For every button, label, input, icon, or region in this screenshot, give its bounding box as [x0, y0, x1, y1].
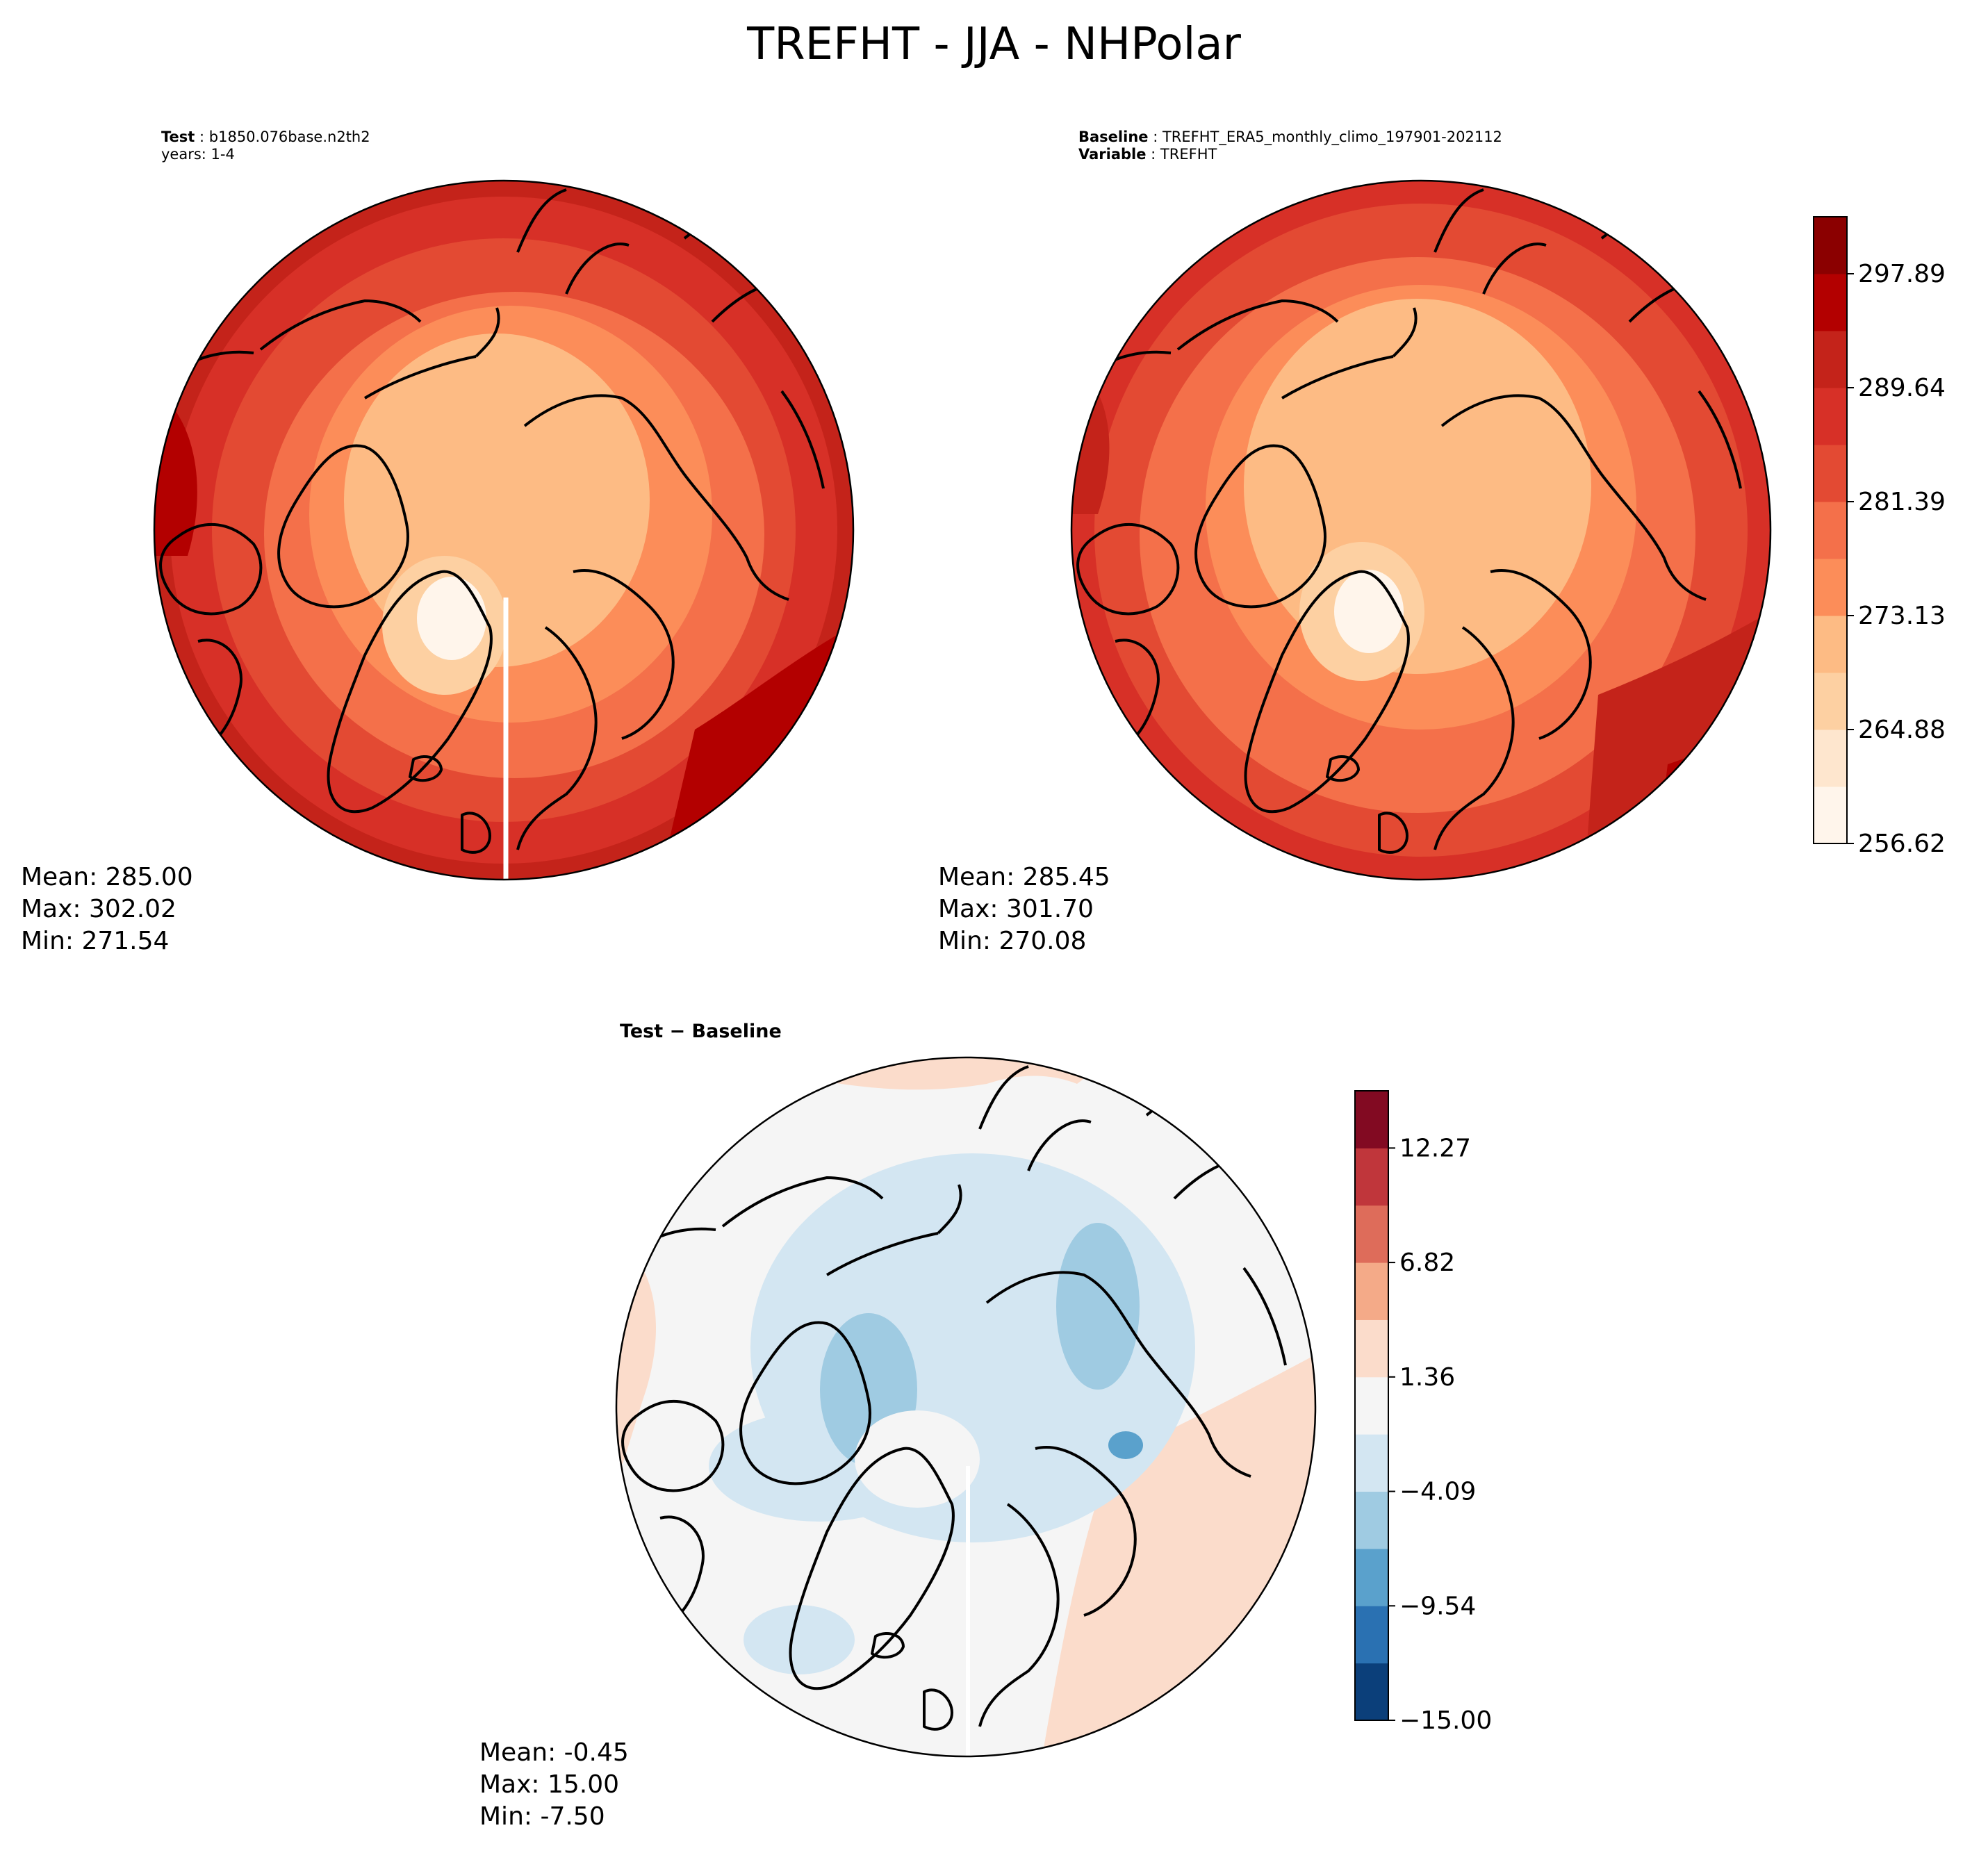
test-stats: Mean: 285.00 Max: 302.02 Min: 271.54 — [21, 862, 193, 957]
difference-colorbar-swatch — [1355, 1376, 1388, 1435]
difference-colorbar-tick-label: −4.09 — [1399, 1478, 1476, 1506]
test-mean: Mean: 285.00 — [21, 863, 193, 891]
difference-max: Max: 15.00 — [479, 1770, 620, 1799]
difference-colorbar-swatch — [1355, 1491, 1388, 1549]
test-map — [153, 179, 855, 881]
baseline-case-name: TREFHT_ERA5_monthly_climo_197901-202112 — [1162, 129, 1502, 145]
baseline-colorbar: 297.89 289.64 281.39 273.13 264.88 256.62 — [1813, 216, 1946, 858]
baseline-colorbar-tick-label: 256.62 — [1858, 830, 1946, 858]
difference-panel-header: Test − Baseline — [620, 1021, 782, 1042]
difference-colorbar-tick-label: −9.54 — [1399, 1592, 1476, 1620]
baseline-colorbar-swatch — [1814, 502, 1847, 559]
test-years: years: 1-4 — [161, 146, 235, 163]
baseline-colorbar-swatch — [1814, 331, 1847, 388]
test-max: Max: 302.02 — [21, 895, 176, 923]
baseline-colorbar-swatch — [1814, 388, 1847, 445]
baseline-stats: Mean: 285.45 Max: 301.70 Min: 270.08 — [938, 862, 1110, 957]
baseline-max: Max: 301.70 — [938, 895, 1094, 923]
test-case-name: b1850.076base.n2th2 — [208, 129, 370, 145]
variable-label-key: Variable — [1078, 146, 1147, 163]
difference-colorbar-tick-label: 12.27 — [1399, 1134, 1471, 1162]
baseline-colorbar-swatch — [1814, 274, 1847, 331]
test-min: Min: 271.54 — [21, 927, 170, 955]
baseline-colorbar-tick-label: 297.89 — [1858, 260, 1946, 288]
baseline-colorbar-tick-label: 289.64 — [1858, 374, 1946, 402]
baseline-colorbar-tick-label: 264.88 — [1858, 716, 1946, 744]
difference-colorbar: 12.27 6.82 1.36 −4.09 −9.54 −15.00 — [1354, 1090, 1492, 1735]
baseline-colorbar-swatch — [1814, 616, 1847, 673]
difference-colorbar-swatch — [1355, 1606, 1388, 1664]
difference-colorbar-swatch — [1355, 1548, 1388, 1606]
baseline-colorbar-swatch — [1814, 445, 1847, 502]
baseline-map — [1070, 179, 1772, 881]
baseline-colorbar-swatch — [1814, 787, 1847, 844]
difference-map — [615, 1056, 1317, 1758]
difference-colorbar-tick-label: −15.00 — [1399, 1706, 1492, 1735]
baseline-colorbar-tick-label: 281.39 — [1858, 488, 1946, 516]
baseline-colorbar-swatch — [1814, 673, 1847, 730]
test-panel-header: Test : b1850.076base.n2th2 years: 1-4 — [161, 129, 370, 163]
baseline-min: Min: 270.08 — [938, 927, 1087, 955]
difference-stats: Mean: -0.45 Max: 15.00 Min: -7.50 — [479, 1737, 629, 1833]
difference-colorbar-swatch — [1355, 1091, 1388, 1148]
baseline-label-key: Baseline — [1078, 129, 1149, 145]
difference-label: Test − Baseline — [620, 1021, 782, 1042]
difference-colorbar-tick-label: 6.82 — [1399, 1249, 1455, 1277]
difference-colorbar-swatch — [1355, 1319, 1388, 1378]
difference-colorbar-swatch — [1355, 1148, 1388, 1206]
baseline-mean: Mean: 285.45 — [938, 863, 1110, 891]
difference-min: Min: -7.50 — [479, 1802, 605, 1831]
difference-mean: Mean: -0.45 — [479, 1738, 629, 1767]
baseline-panel-header: Baseline : TREFHT_ERA5_monthly_climo_197… — [1078, 129, 1502, 163]
baseline-colorbar-swatch — [1814, 217, 1847, 274]
difference-colorbar-swatch — [1355, 1663, 1388, 1721]
difference-colorbar-frame — [1354, 1090, 1389, 1721]
difference-colorbar-swatch — [1355, 1262, 1388, 1320]
variable-name: TREFHT — [1160, 146, 1217, 163]
baseline-colorbar-swatch — [1814, 559, 1847, 616]
baseline-colorbar-frame — [1813, 216, 1848, 844]
difference-colorbar-swatch — [1355, 1205, 1388, 1263]
difference-colorbar-swatch — [1355, 1434, 1388, 1492]
baseline-colorbar-swatch — [1814, 730, 1847, 787]
figure-title: TREFHT - JJA - NHPolar — [747, 19, 1241, 70]
baseline-colorbar-tick-label: 273.13 — [1858, 602, 1946, 630]
test-label-key: Test — [161, 129, 195, 145]
difference-colorbar-tick-label: 1.36 — [1399, 1363, 1455, 1392]
